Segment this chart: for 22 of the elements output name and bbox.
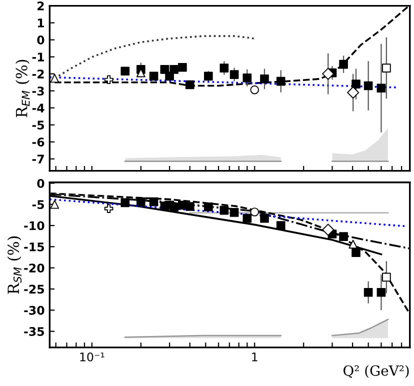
x-axis-title: Q² (GeV²) (344, 365, 409, 378)
y-tick-label: -20 (24, 264, 44, 272)
y-tick-label: -10 (24, 221, 44, 230)
y-tick-label: 0 (37, 178, 44, 188)
y-tick-label: -35 (24, 327, 44, 336)
y-tick-label: -30 (24, 306, 44, 315)
y-tick-label: -5 (32, 120, 44, 130)
y-axis-title: R$_{SM}$ (%) (7, 236, 22, 294)
y-tick-label: 0 (37, 36, 44, 44)
x-tick-label: 10⁻¹ (80, 352, 104, 362)
y-tick-label: -25 (24, 284, 44, 294)
y-tick-label: -5 (32, 200, 44, 210)
y-axis-title: R$_{EM}$ (%) (16, 60, 30, 118)
y-tick-label: -6 (32, 138, 44, 147)
y-tick-label: -3 (32, 86, 44, 96)
y-tick-label: 2 (38, 2, 44, 10)
y-tick-label: -2 (32, 70, 44, 78)
y-tick-label: -7 (32, 154, 44, 164)
y-tick-label: -1 (32, 52, 44, 62)
y-tick-label: -15 (24, 242, 44, 252)
y-tick-label: -4 (32, 104, 44, 112)
y-tick-label: 1 (38, 18, 44, 28)
